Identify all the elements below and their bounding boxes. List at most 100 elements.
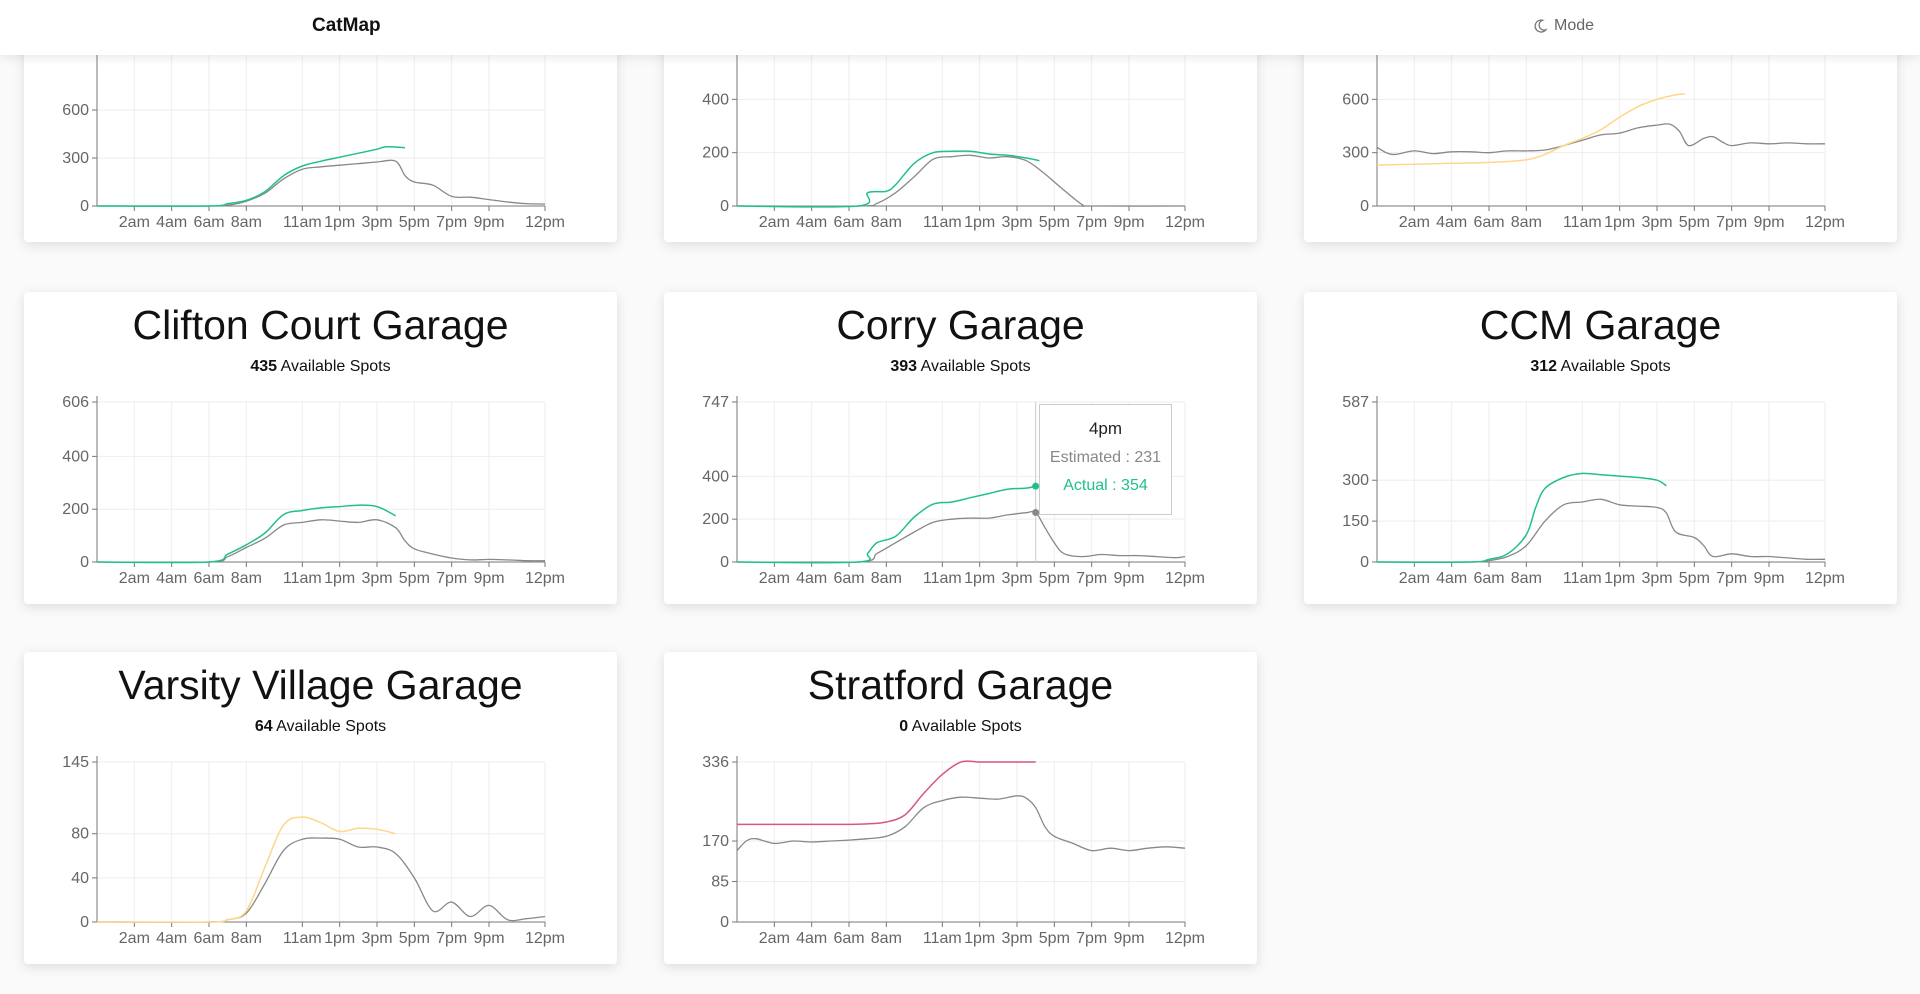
x-tick-label: 2am (1399, 214, 1430, 231)
occupancy-chart: 0 300 600 2am 4am 6am 8am 11am 1pm 3pm 5pm 7pm 9pm 12… (1342, 40, 1845, 231)
available-spots: 0 Available Spots (664, 718, 1257, 736)
mode-label: Mode (1554, 17, 1595, 34)
garage-card-varsity-village: Varsity Village Garage 64 Available Spot… (24, 652, 617, 964)
x-tick-label: 9pm (473, 930, 504, 947)
x-tick-label: 2am (1399, 570, 1430, 587)
x-tick-label: 4am (796, 570, 827, 587)
x-tick-label: 8am (871, 570, 902, 587)
x-tick-label: 7pm (1716, 570, 1747, 587)
y-tick-label: 606 (62, 394, 89, 411)
x-tick-label: 11am (923, 214, 962, 231)
spots-count: 0 (899, 718, 909, 735)
y-tick-label: 400 (62, 448, 89, 465)
actual-line (96, 816, 396, 923)
garage-name: Clifton Court Garage (132, 302, 509, 348)
x-tick-label: 7pm (1716, 214, 1747, 231)
actual-line (736, 485, 1036, 564)
x-tick-label: 11am (283, 214, 322, 231)
garage-name: Varsity Village Garage (118, 662, 523, 708)
x-tick-label: 3pm (1001, 214, 1032, 231)
x-tick-label: 6am (193, 570, 224, 587)
estimated-line (96, 518, 546, 564)
x-tick-label: 5pm (399, 214, 430, 231)
x-tick-label: 7pm (436, 214, 467, 231)
y-tick-label: 150 (1342, 513, 1369, 530)
x-tick-label: 8am (871, 930, 902, 947)
x-tick-label: 7pm (436, 930, 467, 947)
actual-line (1376, 472, 1667, 563)
x-tick-label: 4am (796, 214, 827, 231)
spots-label: Available Spots (276, 718, 387, 735)
x-tick-label: 11am (1563, 214, 1602, 231)
x-tick-label: 2am (119, 214, 150, 231)
y-tick-label: 0 (720, 554, 729, 571)
x-tick-label: 3pm (361, 930, 392, 947)
x-tick-label: 7pm (1076, 570, 1107, 587)
x-tick-label: 5pm (1679, 214, 1710, 231)
y-tick-label: 200 (702, 145, 729, 162)
estimated-hover-dot (1032, 509, 1040, 517)
x-tick-label: 9pm (473, 214, 504, 231)
app-title[interactable]: CatMap (312, 15, 381, 36)
spots-count: 312 (1530, 358, 1558, 375)
x-tick-label: 8am (231, 570, 262, 587)
x-tick-label: 2am (759, 214, 790, 231)
x-tick-label: 2am (119, 930, 150, 947)
x-tick-label: 6am (1473, 214, 1504, 231)
x-tick-label: 12pm (525, 930, 565, 947)
x-tick-label: 9pm (1753, 214, 1784, 231)
y-tick-label: 0 (720, 914, 729, 931)
estimated-line (1376, 498, 1826, 563)
x-tick-label: 6am (833, 214, 864, 231)
available-spots: 435 Available Spots (24, 358, 617, 376)
y-tick-label: 145 (62, 754, 89, 771)
x-tick-label: 1pm (964, 570, 995, 587)
y-tick-label: 0 (720, 198, 729, 215)
y-tick-label: 200 (702, 511, 729, 528)
y-tick-label: 85 (711, 874, 729, 891)
estimated-line (736, 154, 1186, 207)
y-tick-label: 400 (702, 91, 729, 108)
spots-label: Available Spots (1560, 358, 1671, 375)
x-tick-label: 12pm (1165, 570, 1205, 587)
actual-line (1376, 93, 1686, 166)
x-tick-label: 12pm (1165, 214, 1205, 231)
occupancy-chart: 0 300 600 2am 4am 6am 8am 11am 1pm 3pm 5pm 7pm 9pm 12… (62, 40, 565, 231)
garage-name: Corry Garage (836, 302, 1085, 348)
actual-line (96, 145, 406, 207)
y-tick-label: 300 (1342, 145, 1369, 162)
y-tick-label: 300 (1342, 472, 1369, 489)
x-tick-label: 11am (1563, 570, 1602, 587)
x-tick-label: 3pm (361, 570, 392, 587)
garage-card: 0 300 600 2am 4am 6am 8am 11am 1pm 3pm 5pm 7pm 9pm 12… (1304, 20, 1897, 242)
x-tick-label: 8am (1511, 570, 1542, 587)
x-tick-label: 4am (156, 570, 187, 587)
occupancy-chart[interactable]: 0 200 400 747 2am 4am 6am 8am 11am 1pm 3pm 5pm 7pm 9p… (664, 292, 1257, 604)
x-tick-label: 1pm (1604, 214, 1635, 231)
x-tick-label: 5pm (1679, 570, 1710, 587)
x-tick-label: 12pm (1805, 214, 1845, 231)
garage-name: Stratford Garage (807, 662, 1114, 708)
x-tick-label: 7pm (1076, 930, 1107, 947)
actual-line (737, 760, 1036, 826)
occupancy-chart: 0 40 80 145 2am 4am 6am 8am 11am 1pm 3pm 5pm 7pm 9pm 1… (62, 754, 565, 947)
x-tick-label: 9pm (1753, 570, 1784, 587)
x-tick-label: 7pm (1076, 214, 1107, 231)
x-tick-label: 8am (231, 214, 262, 231)
x-tick-label: 1pm (324, 930, 355, 947)
y-tick-label: 0 (1360, 198, 1369, 215)
y-tick-label: 170 (702, 833, 729, 850)
x-tick-label: 4am (1436, 570, 1467, 587)
mode-toggle-button[interactable]: Mode (1532, 17, 1594, 35)
garage-card-stratford: Stratford Garage 0 Available Spots 0 85 17… (664, 652, 1257, 964)
x-tick-label: 6am (833, 570, 864, 587)
x-tick-label: 8am (231, 930, 262, 947)
x-tick-label: 8am (871, 214, 902, 231)
x-tick-label: 4am (796, 930, 827, 947)
x-tick-label: 7pm (436, 570, 467, 587)
y-tick-label: 336 (702, 754, 729, 771)
garage-card: 0 300 600 2am 4am 6am 8am 11am 1pm 3pm 5pm 7pm 9pm 12… (24, 20, 617, 242)
x-tick-label: 9pm (1113, 930, 1144, 947)
spots-count: 393 (890, 358, 918, 375)
x-tick-label: 1pm (1604, 570, 1635, 587)
